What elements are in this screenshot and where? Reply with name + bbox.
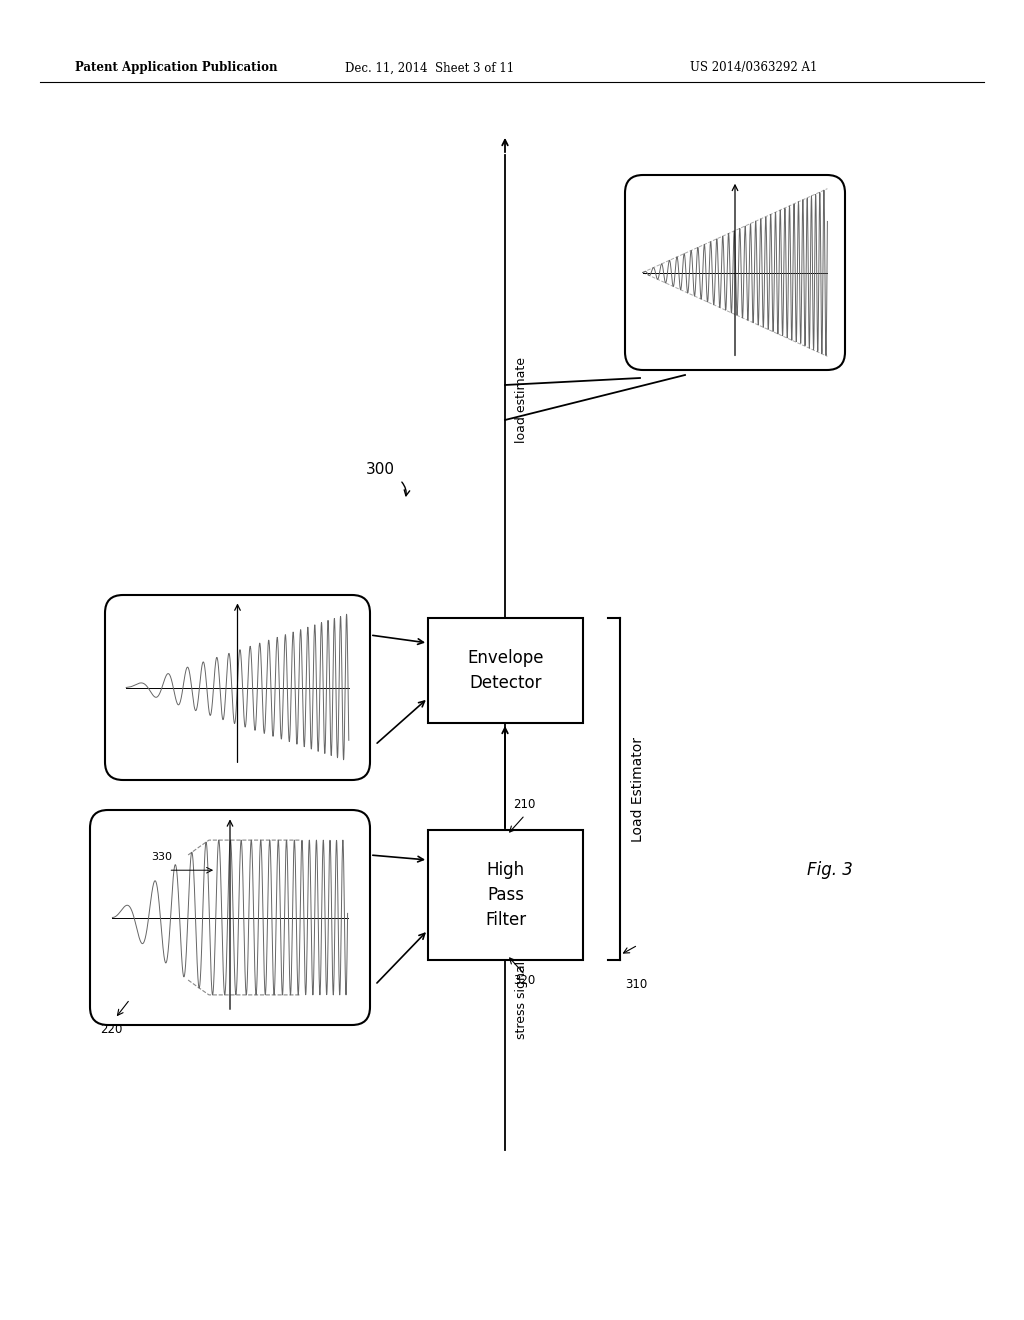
Text: load estimate: load estimate — [515, 356, 528, 444]
Text: 310: 310 — [625, 978, 647, 991]
FancyBboxPatch shape — [625, 176, 845, 370]
Text: Dec. 11, 2014  Sheet 3 of 11: Dec. 11, 2014 Sheet 3 of 11 — [345, 62, 514, 74]
Bar — [428, 830, 583, 960]
Text: 220: 220 — [100, 1023, 123, 1036]
FancyBboxPatch shape — [90, 810, 370, 1026]
Text: Load Estimator: Load Estimator — [631, 737, 645, 842]
Text: US 2014/0363292 A1: US 2014/0363292 A1 — [690, 62, 817, 74]
Text: 320: 320 — [513, 974, 536, 986]
Text: 300: 300 — [366, 462, 394, 478]
Text: Fig. 3: Fig. 3 — [807, 861, 853, 879]
FancyBboxPatch shape — [105, 595, 370, 780]
Text: stress signal: stress signal — [515, 961, 528, 1039]
Text: 330: 330 — [152, 853, 173, 862]
Text: Envelope
Detector: Envelope Detector — [467, 649, 544, 692]
Text: Patent Application Publication: Patent Application Publication — [75, 62, 278, 74]
Bar — [428, 618, 583, 723]
Text: 210: 210 — [513, 799, 536, 812]
Text: High
Pass
Filter: High Pass Filter — [485, 861, 526, 929]
